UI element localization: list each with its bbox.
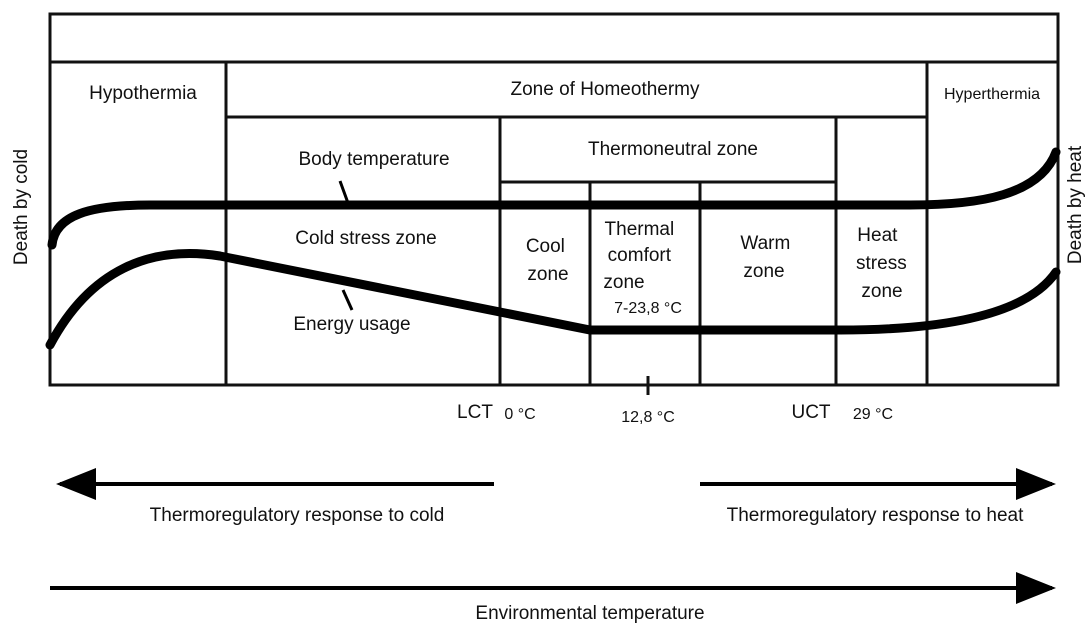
energy-usage-curve [45,249,1061,350]
zone-label: Cold stress zone [295,228,437,249]
curve-label: Energy usage [293,314,410,335]
axis-label: LCT [457,402,493,423]
zone-label: Hypothermia [89,83,197,104]
axis-label: UCT [791,402,830,423]
curve-label: Body temperature [298,149,449,170]
axis-label: 29 °C [853,406,893,423]
arrow-label: Environmental temperature [475,603,704,624]
zone-label: Zone of Homeothermy [510,79,700,100]
axis-label: 12,8 °C [621,409,675,426]
zone-label: Thermoneutral zone [588,139,758,160]
zone-label: Heat stress zone [856,225,912,302]
side-label: Death by cold [11,149,32,265]
pointer [341,289,354,311]
zone-label: Warm zone [740,233,795,282]
range-label: 7-23,8 °C [614,300,682,317]
zone-label: Hyperthermia [944,86,1040,103]
body-temperature-curve [47,147,1061,250]
arrow-label: Thermoregulatory response to heat [727,505,1024,526]
side-label: Death by heat [1065,145,1086,264]
outer-box [48,12,1060,387]
pointer [338,180,350,204]
zone-label: Cool zone [526,236,570,285]
frame [48,12,1060,395]
arrow-label: Thermoregulatory response to cold [150,505,445,526]
axis-label: 0 °C [504,406,535,423]
zone-label: Thermal comfort zone [603,219,679,293]
